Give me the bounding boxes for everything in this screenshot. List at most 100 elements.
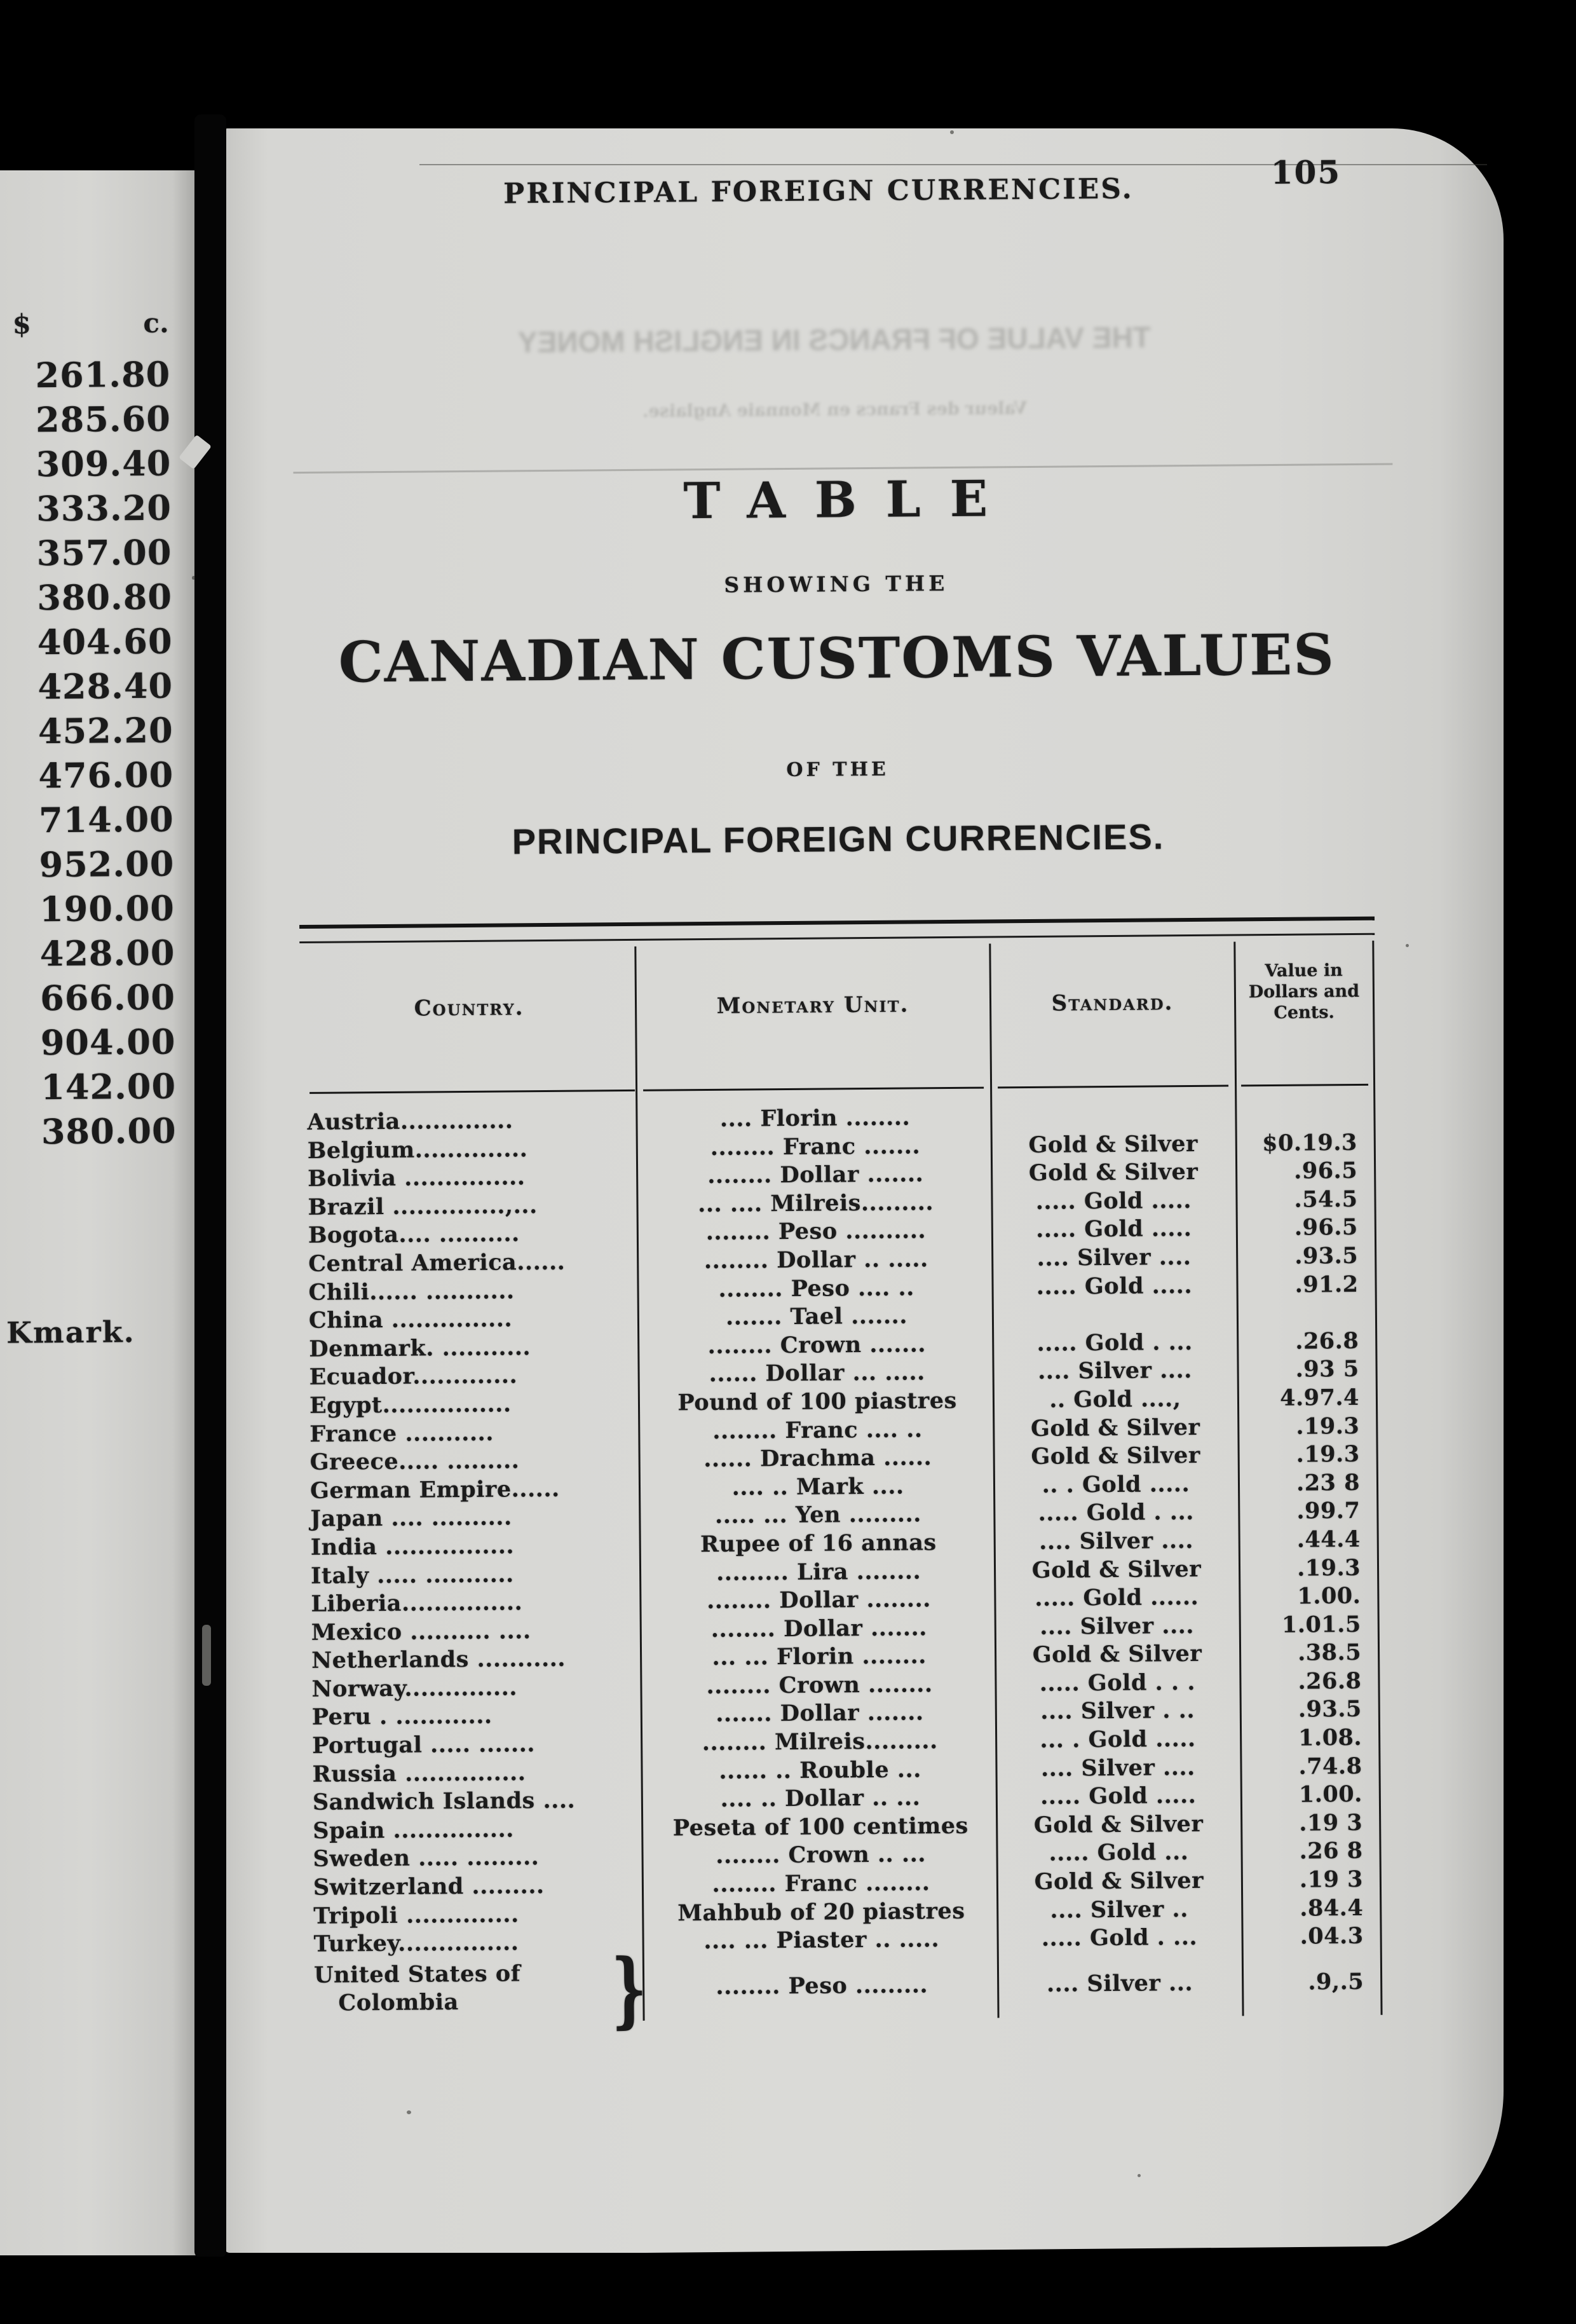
margin-value: 404.60 bbox=[37, 620, 173, 663]
cell-monetary-unit: ...... Drachma ...... bbox=[703, 1444, 932, 1473]
column-header-monetary-unit: Monetary Unit. bbox=[716, 992, 909, 1019]
cell-country: India ................ bbox=[310, 1533, 515, 1561]
cell-standard: Gold & Silver bbox=[1034, 1867, 1204, 1896]
table-top-rule bbox=[299, 916, 1375, 929]
running-title: PRINCIPAL FOREIGN CURRENCIES. bbox=[503, 172, 1134, 210]
cell-value: 1.08. bbox=[1298, 1724, 1362, 1751]
margin-fragment: Kmark. bbox=[6, 1315, 135, 1350]
cell-monetary-unit: ....... Tael ....... bbox=[725, 1302, 908, 1330]
cell-value: 4.97.4 bbox=[1279, 1384, 1360, 1411]
cell-value: .26.8 bbox=[1298, 1667, 1362, 1695]
cell-standard: ..... Gold ...... bbox=[1035, 1584, 1199, 1612]
cell-standard: ... . Gold ..... bbox=[1040, 1726, 1196, 1753]
margin-values: 261.80 285.60 309.40 333.20 357.00 380.80 404.… bbox=[0, 352, 177, 1155]
cell-standard: ..... Gold ..... bbox=[1036, 1272, 1193, 1300]
cell-country: Norway.............. bbox=[311, 1674, 518, 1702]
cell-value: .23 8 bbox=[1296, 1469, 1361, 1496]
cell-monetary-unit: ........ Peso .... .. bbox=[718, 1275, 914, 1302]
cell-value: 1.01.5 bbox=[1281, 1611, 1361, 1638]
cell-monetary-unit: ........ Dollar ....... bbox=[707, 1161, 924, 1189]
cell-monetary-unit: ........ Crown .. ... bbox=[716, 1841, 927, 1869]
cell-country: Italy ..... ........... bbox=[310, 1561, 514, 1589]
cell-country: Ecuador............. bbox=[309, 1362, 518, 1391]
cell-standard: ..... Gold ..... bbox=[1035, 1215, 1192, 1243]
cell-monetary-unit: .... .. Dollar .. ... bbox=[720, 1784, 921, 1813]
title-block: TABLE SHOWING THE CANADIAN CUSTOMS VALUE… bbox=[296, 0, 1368, 861]
cell-standard: ..... Gold ... bbox=[1049, 1839, 1189, 1867]
cell-value: .91.2 bbox=[1294, 1271, 1359, 1298]
cell-value: .19.3 bbox=[1296, 1441, 1360, 1468]
cell-monetary-unit: ....... Dollar ....... bbox=[716, 1699, 924, 1728]
cell-value: .99.7 bbox=[1296, 1498, 1361, 1525]
cell-country: Sweden ..... ......... bbox=[313, 1844, 540, 1873]
cell-country: Sandwich Islands .... bbox=[312, 1787, 576, 1816]
margin-value: 452.20 bbox=[37, 709, 173, 752]
cell-value: .26.8 bbox=[1295, 1327, 1359, 1355]
margin-value: 190.00 bbox=[39, 887, 175, 930]
cell-country: Portugal ..... ....... bbox=[312, 1731, 536, 1759]
cell-standard: .... Silver .... bbox=[1040, 1612, 1195, 1640]
cell-country: Austria.............. bbox=[307, 1107, 513, 1135]
cell-country: Bolivia ............... bbox=[308, 1164, 526, 1193]
cell-monetary-unit: ..... ... Yen ......... bbox=[714, 1501, 922, 1529]
column-header-value: Value in Dollars and Cents. bbox=[1248, 960, 1360, 1023]
cell-standard: Gold & Silver bbox=[1031, 1442, 1200, 1470]
cell-country: Liberia............... bbox=[311, 1589, 523, 1618]
cell-country: Switzerland ......... bbox=[313, 1873, 545, 1901]
cell-country: United States of Colombia bbox=[313, 1960, 521, 2016]
dust-speck bbox=[950, 130, 954, 134]
cell-country: Spain ............... bbox=[313, 1816, 515, 1844]
cell-country: Russia ............... bbox=[312, 1759, 526, 1787]
cell-country: Brazil ..............,... bbox=[308, 1192, 538, 1220]
cell-monetary-unit: ........ Franc ........ bbox=[712, 1869, 930, 1898]
cell-value: .84.4 bbox=[1300, 1894, 1364, 1922]
margin-value: 380.80 bbox=[37, 576, 173, 619]
cell-value: .19 3 bbox=[1299, 1866, 1364, 1893]
cell-monetary-unit: ........ Milreis......... bbox=[702, 1728, 938, 1756]
cell-standard: .... Silver .... bbox=[1040, 1754, 1195, 1782]
cell-value: .19.3 bbox=[1296, 1554, 1361, 1582]
cell-country: Netherlands ........... bbox=[311, 1646, 566, 1674]
cell-value: 1.00. bbox=[1298, 1781, 1363, 1808]
cell-value: .96.5 bbox=[1294, 1158, 1358, 1184]
cell-monetary-unit: ...... Dollar ... ..... bbox=[709, 1359, 925, 1388]
cell-country: Tripoli .............. bbox=[313, 1901, 519, 1929]
margin-value: 285.60 bbox=[35, 398, 172, 441]
margin-value: 714.00 bbox=[38, 798, 174, 841]
margin-value: 904.00 bbox=[40, 1021, 176, 1063]
cell-country: France ........... bbox=[309, 1419, 494, 1447]
margin-value: 333.20 bbox=[36, 487, 172, 530]
margin-value: 261.80 bbox=[35, 353, 171, 396]
bleed-through-text: THE VALUE OF FRANCS IN ENGLISH MONEY bbox=[517, 320, 1151, 359]
cell-standard: Gold & Silver bbox=[1028, 1159, 1199, 1187]
cell-monetary-unit: ........ Dollar .. ..... bbox=[703, 1246, 928, 1275]
cell-country: Egypt................ bbox=[309, 1391, 512, 1419]
cell-monetary-unit: ........ Dollar ....... bbox=[710, 1614, 928, 1643]
title-main: CANADIAN CUSTOMS VALUES bbox=[338, 621, 1336, 695]
cell-monetary-unit: ... .... Milreis......... bbox=[698, 1189, 934, 1217]
cell-standard: Gold & Silver bbox=[1031, 1555, 1202, 1583]
cell-country: Chili...... ........... bbox=[308, 1277, 515, 1306]
cell-country: Denmark. ........... bbox=[309, 1334, 531, 1362]
cell-country: Bogota.... .......... bbox=[308, 1220, 520, 1249]
cell-value: .9,.5 bbox=[1308, 1968, 1364, 1995]
cell-country: Central America...... bbox=[308, 1248, 566, 1277]
brace-glyph: } bbox=[611, 1941, 648, 2038]
margin-value: 666.00 bbox=[40, 976, 176, 1019]
cell-value: .96.5 bbox=[1294, 1214, 1358, 1241]
cell-country: China ............... bbox=[308, 1306, 513, 1334]
dust-speck bbox=[192, 576, 195, 580]
cell-monetary-unit: Mahbub of 20 piastres bbox=[677, 1897, 965, 1927]
cell-value: .38.5 bbox=[1297, 1639, 1362, 1667]
cell-value: .54.5 bbox=[1294, 1186, 1358, 1213]
cell-country: German Empire...... bbox=[309, 1475, 560, 1504]
cell-monetary-unit: Peseta of 100 centimes bbox=[672, 1812, 968, 1842]
cell-standard: ..... Gold . ... bbox=[1038, 1499, 1195, 1527]
cell-monetary-unit: .... Florin ........ bbox=[719, 1104, 911, 1132]
cell-value: .74.8 bbox=[1298, 1753, 1362, 1780]
table-top-rule-2 bbox=[299, 933, 1375, 944]
title-table: TABLE bbox=[683, 470, 1017, 531]
dust-speck bbox=[1406, 944, 1409, 947]
cell-value: .93.5 bbox=[1298, 1696, 1362, 1723]
left-page-fragment bbox=[0, 170, 196, 2255]
